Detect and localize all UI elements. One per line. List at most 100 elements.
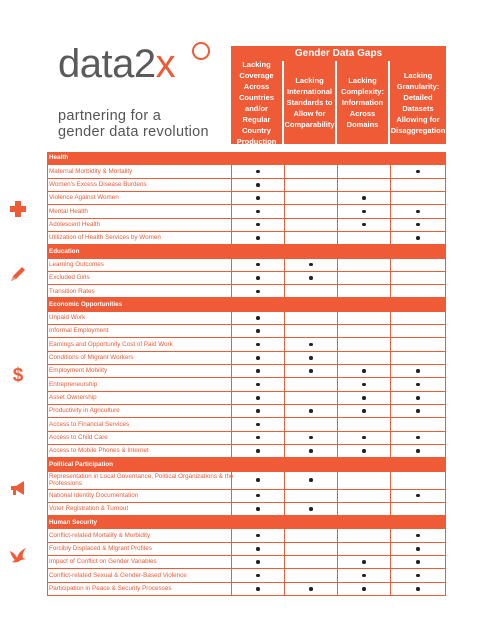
gap-cell [231,218,284,231]
gap-cell [231,404,284,418]
gap-dot-icon [256,222,260,227]
section-cell [284,298,337,310]
gap-dot-icon [309,369,313,373]
gap-cell [284,391,337,404]
gap-cell [390,431,446,444]
row-label: Transition Rates [49,287,95,295]
table-row: Excluded Girls [47,271,446,286]
row-label: Access to Mobile Phones & Internet [49,447,149,455]
gap-dot-icon [416,493,420,498]
gap-cell [231,391,284,404]
gap-cell [390,311,446,325]
section-cell [284,245,337,257]
gap-dot-icon [256,356,260,360]
gap-dot-icon [416,169,420,174]
gap-dot-icon [256,183,260,187]
table-row: Conflict-related Mortality & Morbidity [47,529,446,543]
gap-cell [284,191,337,205]
gap-cell [337,542,390,556]
table-row: Unpaid Work [47,311,446,326]
row-label: Conflict-related Sexual & Gender-Based V… [49,571,187,579]
section-cell [231,245,284,257]
gap-cell [390,502,446,516]
table-row: Access to Mobile Phones & Internet [47,444,446,459]
gap-dot-icon [256,236,260,240]
gap-cell [231,569,284,582]
section-cell [284,458,337,470]
section-cell [390,152,446,164]
gap-cell [337,582,390,595]
column-header-granularity: Lacking Granularity: Detailed Datasets A… [390,61,446,144]
gap-cell [284,444,337,458]
gap-cell [231,378,284,391]
section-label: Health [49,154,69,162]
gap-dot-icon [416,369,420,373]
row-label: Impact of Conflict on Gender Variables [49,558,157,566]
row-label: Access to Financial Services [49,420,130,428]
section-cell [231,516,284,528]
gap-cell [284,404,337,418]
gap-dot-icon [256,507,260,511]
gap-dot-icon [416,533,420,538]
gap-dot-icon [256,409,260,413]
gap-dot-icon [309,356,313,360]
gap-cell [231,582,284,595]
gap-cell [390,582,446,595]
logo-tagline: partnering for a gender data revolution [58,108,209,140]
gap-cell [284,205,337,218]
table-row: Learning Outcomes [47,258,446,272]
gap-dot-icon [256,573,260,578]
gap-dot-icon [256,276,260,280]
gap-cell [390,529,446,542]
gap-dot-icon [416,396,420,400]
pencil-icon [11,267,25,281]
row-label: Utilization of Health Services by Women [49,234,161,242]
gap-cell [390,258,446,271]
section-header: Economic Opportunities [47,298,446,312]
row-label: Excluded Girls [49,274,90,282]
gap-dot-icon [416,587,420,591]
gap-dot-icon [416,547,420,551]
gap-cell [390,338,446,351]
section-cell [231,458,284,470]
logo-ring-icon [192,42,210,60]
gap-cell [231,178,284,191]
gap-dot-icon [362,396,366,400]
gap-cell [231,325,284,338]
section-cell [337,516,390,528]
gap-cell [337,489,390,502]
gap-dot-icon [256,369,260,373]
gap-cell [231,231,284,245]
row-label: Maternal Morbidity & Mortality [49,167,133,175]
section-cell [390,245,446,257]
gap-cell [337,205,390,218]
data2x-logo: data2x partnering for a gender data revo… [58,40,228,145]
row-label: Adolescent Health [49,220,101,228]
gap-dot-icon [362,435,366,440]
gap-dot-icon [256,478,260,482]
table-row: Participation in Peace & Security Proces… [47,582,446,596]
gap-cell [390,391,446,404]
column-header-standards: Lacking International Standards to Allow… [284,61,335,144]
table-row: Earnings and Opportunity Cost of Paid Wo… [47,338,446,352]
gap-cell [231,529,284,542]
gap-cell [337,218,390,231]
table-row: Entrepreneurship [47,378,446,392]
table-row: Access to Child Care [47,431,446,445]
gap-dot-icon [256,329,260,333]
gap-cell [284,338,337,351]
gap-cell [337,444,390,458]
gap-dot-icon [309,262,313,267]
gap-dot-icon [256,449,260,453]
gap-dot-icon [362,573,366,578]
table-row: Impact of Conflict on Gender Variables [47,556,446,570]
table-row: Women's Excess Disease Burdens [47,178,446,192]
gap-cell [390,351,446,364]
section-header: Political Participation [47,458,446,472]
gap-cell [390,489,446,502]
gap-dot-icon [416,435,420,440]
section-cell [337,298,390,310]
gap-cell [284,325,337,338]
row-label: Learning Outcomes [49,260,104,268]
gap-cell [337,231,390,245]
